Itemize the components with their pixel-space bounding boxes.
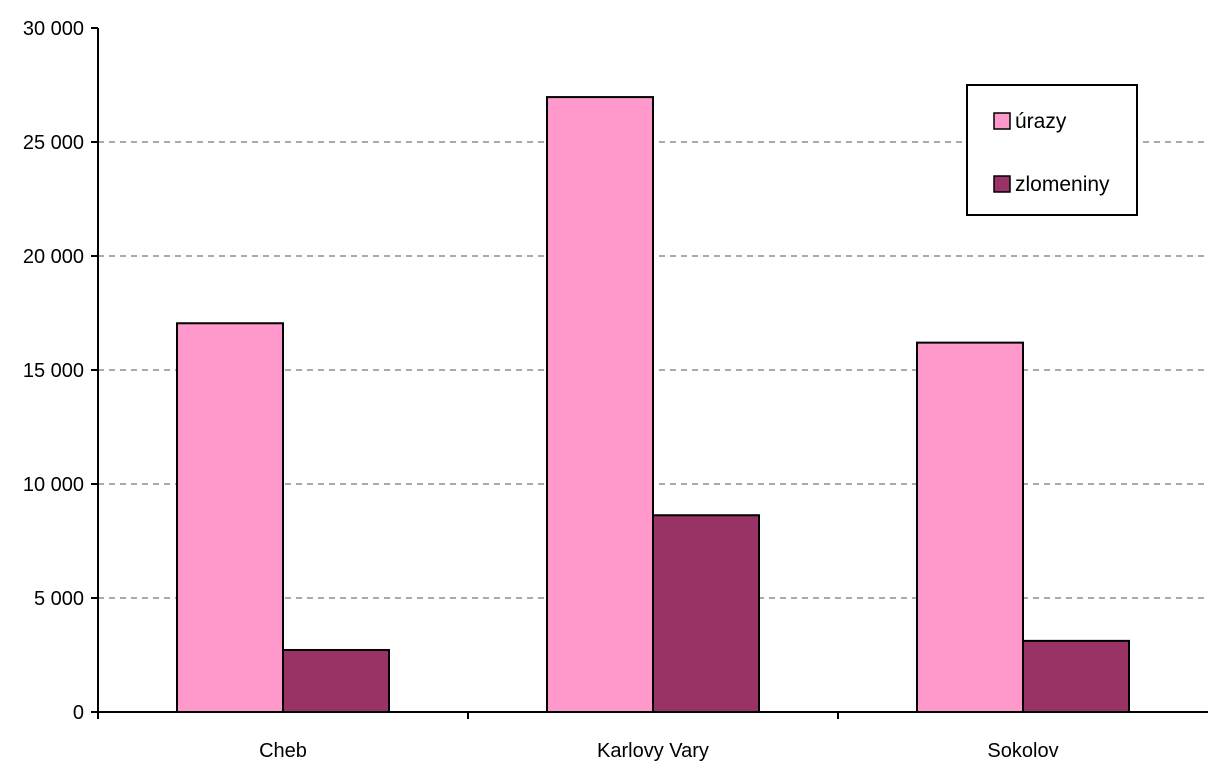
bar-urazy: [916, 341, 1024, 713]
bar-urazy: [176, 322, 284, 713]
x-tick-label: Sokolov: [987, 740, 1058, 762]
legend-label-zlomeniny: zlomeniny: [1015, 173, 1110, 196]
legend-label-urazy: úrazy: [1015, 110, 1067, 133]
tick-labels: 0 5 000 10 000 15 000 20 000 25 000 30 000 Cheb…: [23, 18, 1059, 762]
x-tick-label: Karlovy Vary: [597, 740, 709, 762]
y-tick-label: 5 000: [34, 588, 84, 610]
bar-zlomeniny: [1022, 639, 1130, 714]
bar-zlomeniny: [282, 648, 390, 714]
bar-urazy: [546, 96, 654, 714]
y-tick-label: 15 000: [23, 360, 84, 382]
y-tick-label: 25 000: [23, 132, 84, 154]
legend-swatch-zlomeniny: [993, 175, 1011, 193]
y-tick-label: 10 000: [23, 474, 84, 496]
legend-swatch-urazy: [993, 112, 1011, 130]
axes: [91, 27, 1208, 719]
bar-zlomeniny: [652, 514, 760, 714]
x-tick-label: Cheb: [259, 740, 307, 762]
y-tick-label: 0: [73, 702, 84, 724]
legend-box: [966, 84, 1138, 216]
legend: úrazy zlomeniny: [966, 84, 1138, 216]
y-tick-label: 30 000: [23, 18, 84, 40]
bars: [176, 96, 1130, 714]
y-tick-label: 20 000: [23, 246, 84, 268]
